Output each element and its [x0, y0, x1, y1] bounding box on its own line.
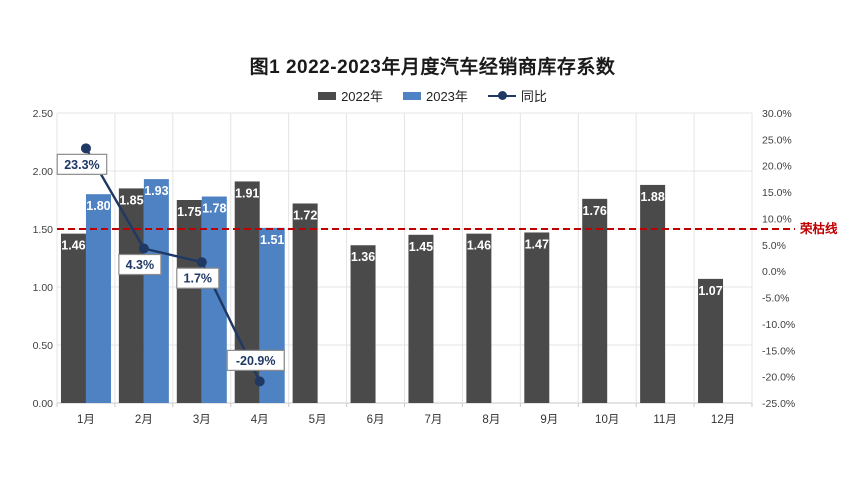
- legend-item-yoy: 同比: [487, 86, 547, 105]
- yoy-point-4月: [254, 376, 265, 387]
- x-axis-label-11月: 11月: [653, 414, 676, 426]
- yoy-line: [84, 147, 261, 382]
- bar-label-2022: 1.88: [640, 190, 664, 204]
- bar-2023-4月: [259, 227, 285, 403]
- right-axis-tick-label: -10.0%: [762, 319, 795, 331]
- x-axis-label-2月: 2月: [135, 414, 153, 426]
- bar-label-2022: 1.46: [467, 239, 491, 253]
- yoy-callout-box: [56, 153, 108, 175]
- chart-legend: 2022年 2023年 同比: [0, 86, 865, 105]
- bar-label-2022: 1.85: [119, 193, 143, 207]
- bar-label-2022: 1.91: [235, 186, 259, 200]
- yoy-callout-label: 23.3%: [64, 158, 99, 172]
- left-axis-tick-label: 0.00: [33, 398, 54, 410]
- yoy-callout-label: -20.9%: [236, 354, 276, 368]
- bar-2022-7月: [408, 234, 434, 403]
- x-axis-label-9月: 9月: [540, 414, 558, 426]
- x-axis-label-6月: 6月: [367, 414, 385, 426]
- bar-2022-8月: [466, 233, 492, 403]
- legend-label-2022: 2022年: [341, 89, 383, 104]
- bar-label-2023: 1.93: [144, 184, 168, 198]
- right-axis-tick-label: 30.0%: [762, 108, 792, 120]
- bar-label-2023: 1.78: [202, 202, 226, 216]
- legend-line-marker-icon: [487, 90, 516, 101]
- left-axis-tick-label: 2.50: [33, 108, 54, 120]
- x-axis-label-3月: 3月: [193, 414, 211, 426]
- x-axis-label-4月: 4月: [251, 414, 269, 426]
- x-axis-label-1月: 1月: [77, 414, 95, 426]
- bar-2022-1月: [60, 233, 86, 403]
- legend-swatch-2023: [402, 91, 421, 100]
- yoy-callout-box: [176, 267, 220, 289]
- bar-label-2022: 1.45: [409, 240, 433, 254]
- left-axis-tick-label: 0.50: [33, 340, 54, 352]
- bar-2022-3月: [176, 200, 202, 403]
- legend-label-2023: 2023年: [425, 89, 468, 104]
- x-axis-label-12月: 12月: [711, 414, 735, 426]
- bar-2022-5月: [292, 203, 318, 403]
- right-axis-tick-label: -25.0%: [762, 398, 795, 410]
- bar-label-2023: 1.80: [86, 199, 110, 213]
- bar-2023-2月: [143, 179, 169, 403]
- bar-label-2022: 1.46: [61, 239, 85, 253]
- left-axis-tick-label: 2.00: [33, 166, 54, 178]
- bar-2022-10月: [582, 198, 608, 403]
- right-axis-tick-label: -15.0%: [762, 345, 795, 357]
- legend-swatch-2022: [318, 91, 337, 100]
- right-axis-tick-label: 20.0%: [762, 161, 792, 173]
- yoy-point-3月: [196, 257, 207, 268]
- yoy-callout-label: 4.3%: [126, 258, 155, 272]
- bar-label-2022: 1.47: [525, 237, 549, 251]
- left-axis-tick-label: 1.00: [33, 282, 54, 294]
- bar-label-2022: 1.75: [177, 205, 201, 219]
- threshold-label: 荣枯线: [799, 221, 838, 236]
- yoy-point-2月: [138, 243, 149, 254]
- yoy-callout-label: 1.7%: [184, 272, 213, 286]
- legend-item-2023: 2023年: [402, 86, 468, 105]
- right-axis-tick-label: 5.0%: [762, 240, 786, 252]
- legend-item-2022: 2022年: [318, 86, 383, 105]
- x-axis-label-5月: 5月: [309, 414, 327, 426]
- yoy-point-1月: [80, 143, 91, 154]
- bar-2023-3月: [201, 196, 227, 403]
- x-axis-label-7月: 7月: [425, 414, 443, 426]
- bar-2022-11月: [640, 184, 666, 403]
- bar-2022-6月: [350, 245, 376, 403]
- x-axis-label-8月: 8月: [482, 414, 500, 426]
- bar-2022-12月: [698, 278, 724, 403]
- yoy-callout-box: [226, 349, 285, 371]
- bar-label-2023: 1.51: [260, 233, 284, 247]
- right-axis-tick-label: 15.0%: [762, 187, 792, 199]
- right-axis-tick-label: -5.0%: [762, 293, 789, 305]
- bar-2023-1月: [85, 194, 111, 403]
- bar-2022-2月: [118, 188, 144, 403]
- bar-2022-9月: [524, 232, 550, 403]
- bar-label-2022: 1.76: [583, 204, 607, 218]
- bar-label-2022: 1.07: [698, 284, 722, 298]
- right-axis-tick-label: 10.0%: [762, 213, 792, 225]
- legend-label-yoy: 同比: [520, 89, 547, 104]
- right-axis-tick-label: 0.0%: [762, 266, 786, 278]
- bar-label-2022: 1.36: [351, 250, 375, 264]
- right-axis-tick-label: 25.0%: [762, 134, 792, 146]
- chart-title: 图1 2022-2023年月度汽车经销商库存系数: [249, 57, 616, 78]
- left-axis-tick-label: 1.50: [33, 224, 54, 236]
- x-axis-label-10月: 10月: [595, 414, 619, 426]
- yoy-callout-box: [118, 253, 162, 276]
- bar-label-2022: 1.72: [293, 208, 317, 222]
- right-axis-tick-label: -20.0%: [762, 372, 795, 384]
